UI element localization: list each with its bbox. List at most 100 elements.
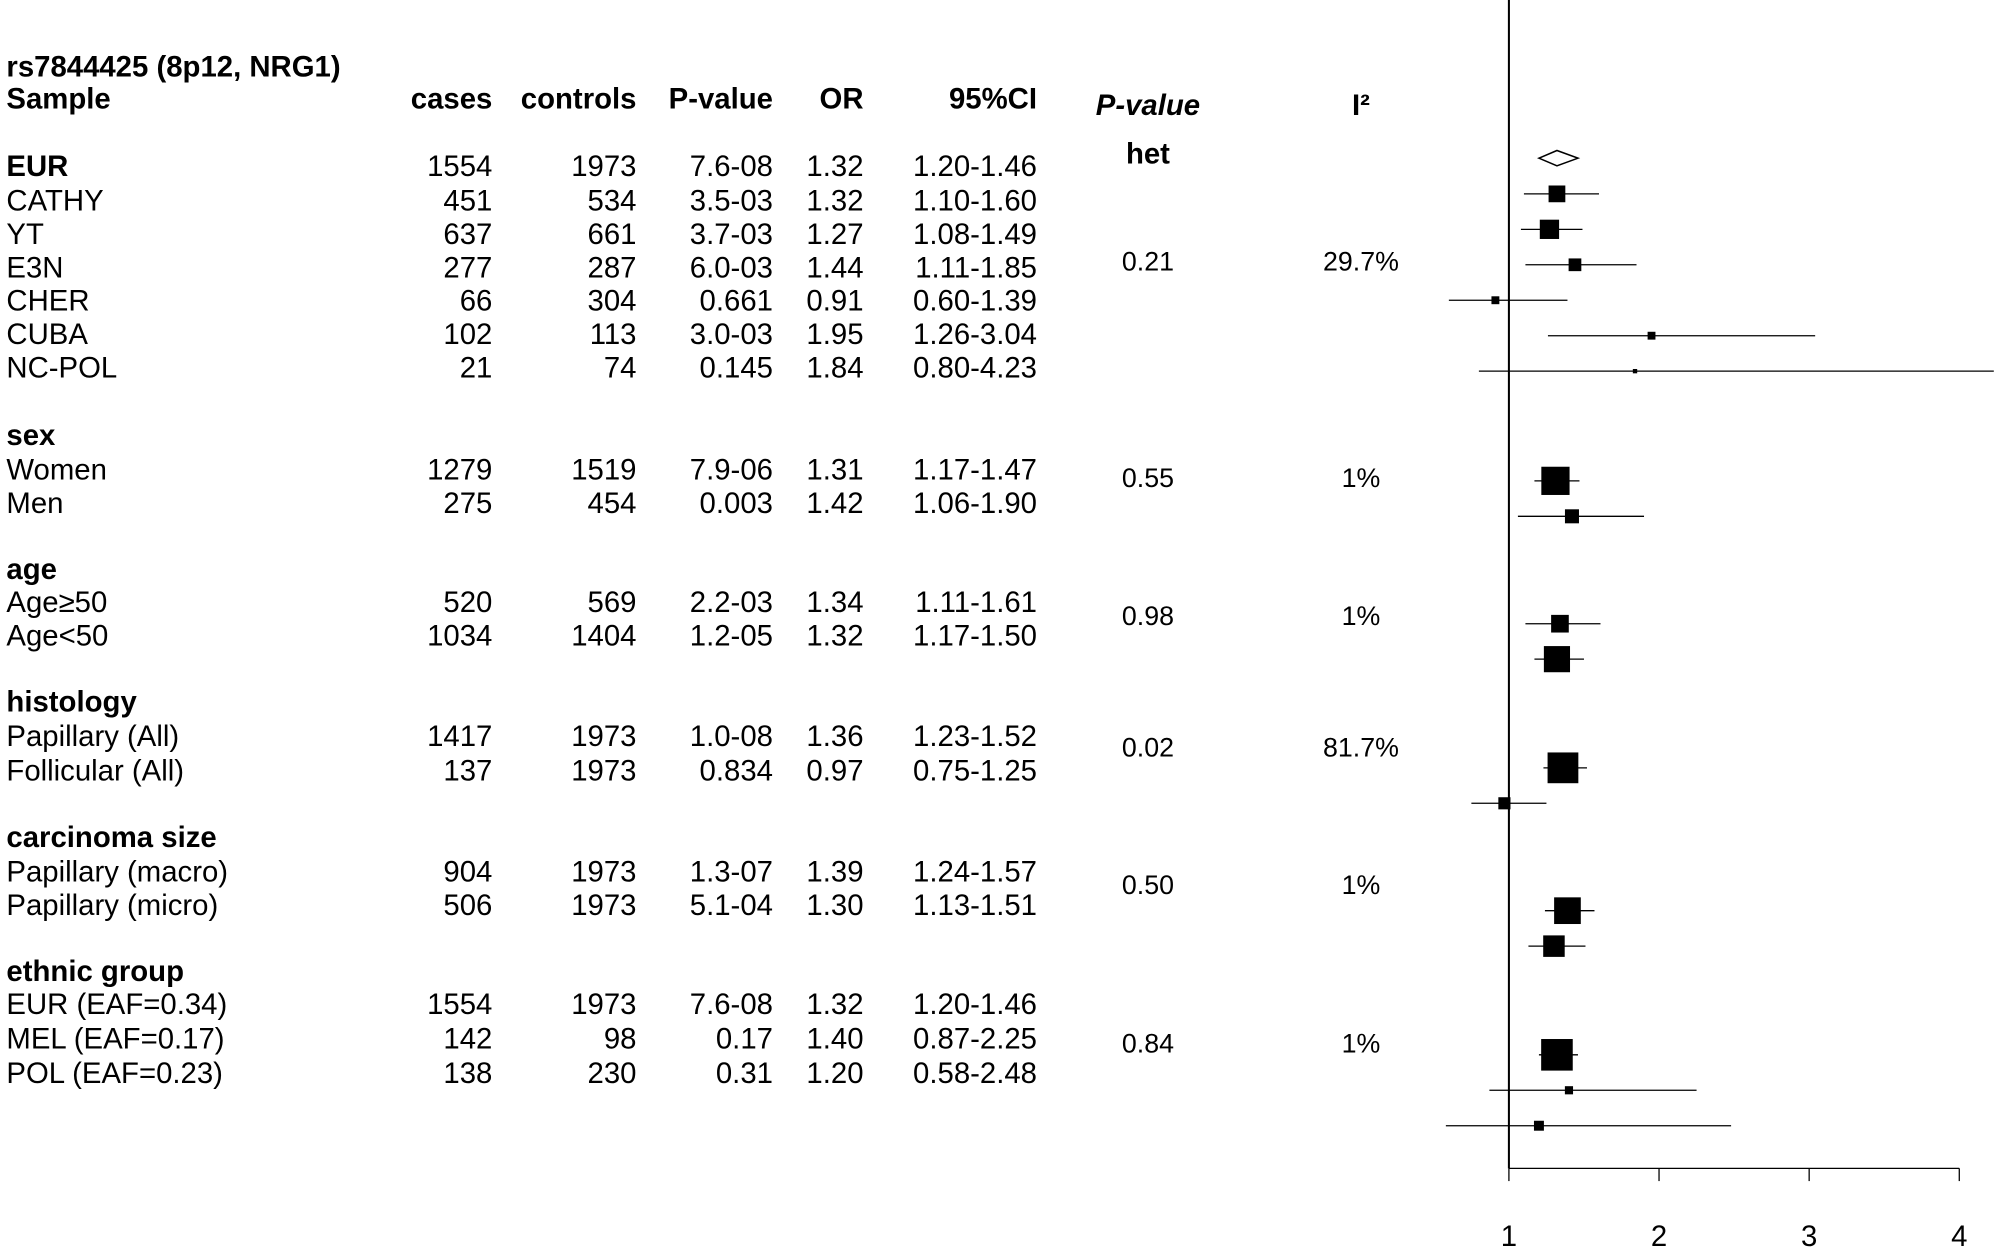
row-p: 0.145 <box>700 352 773 385</box>
row-label: YT <box>6 218 44 251</box>
x-tick-label: 1 <box>1501 1220 1517 1252</box>
row-label: Papillary (micro) <box>6 889 218 922</box>
row-label: E3N <box>6 251 63 284</box>
row-cases: 21 <box>460 352 493 385</box>
row-p: 2.2-03 <box>690 586 773 619</box>
col-header-pvalue: P-value <box>669 82 773 115</box>
row-controls: 74 <box>604 352 637 385</box>
row-cases: 277 <box>443 251 492 284</box>
point-estimate <box>1541 1039 1573 1071</box>
row-or: 1.95 <box>806 318 863 351</box>
row-or: 1.27 <box>806 218 863 251</box>
col-header-i2: I² <box>1352 89 1370 122</box>
row-ci: 1.24-1.57 <box>913 855 1037 888</box>
row-controls: 1973 <box>571 889 636 922</box>
row-cases: 451 <box>443 184 492 217</box>
row-or: 1.39 <box>806 855 863 888</box>
row-label: CUBA <box>6 318 88 351</box>
row-or: 1.34 <box>806 586 863 619</box>
row-or: 1.32 <box>806 620 863 653</box>
point-estimate <box>1554 897 1581 925</box>
row-or: 0.97 <box>806 755 863 788</box>
row-cases: 1417 <box>427 720 492 753</box>
row-ci: 1.17-1.50 <box>913 620 1037 653</box>
het-pvalue: 0.21 <box>1122 246 1174 276</box>
row-ci: 0.87-2.25 <box>913 1022 1037 1055</box>
row-ci: 1.08-1.49 <box>913 218 1037 251</box>
row-p: 1.3-07 <box>690 855 773 888</box>
i2-value: 1% <box>1342 1028 1381 1058</box>
row-ci: 1.11-1.61 <box>915 586 1037 619</box>
row-ci: 1.11-1.85 <box>915 251 1037 284</box>
row-or: 1.32 <box>806 184 863 217</box>
row-ci: 0.75-1.25 <box>913 755 1037 788</box>
row-label: Age<50 <box>6 620 108 653</box>
col-header-sample: Sample <box>6 82 110 115</box>
row-or: 1.40 <box>806 1022 863 1055</box>
point-estimate <box>1543 935 1565 957</box>
row-cases: 520 <box>443 586 492 619</box>
row-controls: 304 <box>588 285 637 318</box>
row-label: Papillary (All) <box>6 720 179 753</box>
row-label: Women <box>6 454 107 487</box>
row-controls: 534 <box>588 184 637 217</box>
row-ci: 0.58-2.48 <box>913 1057 1037 1090</box>
het-pvalue: 0.50 <box>1122 870 1174 900</box>
group-title: sex <box>6 419 56 452</box>
row-label: EUR (EAF=0.34) <box>6 988 227 1021</box>
row-or: 1.30 <box>806 889 863 922</box>
row-cases: 138 <box>443 1057 492 1090</box>
point-estimate <box>1539 219 1560 239</box>
group-title: histology <box>6 686 137 719</box>
row-cases: 1554 <box>427 988 492 1021</box>
row-or: 1.36 <box>806 720 863 753</box>
row-p: 3.7-03 <box>690 218 773 251</box>
row-ci: 1.20-1.46 <box>913 988 1037 1021</box>
row-label: CATHY <box>6 184 103 217</box>
row-p: 1.2-05 <box>690 620 773 653</box>
het-pvalue: 0.55 <box>1122 463 1174 493</box>
het-pvalue: 0.98 <box>1122 601 1174 631</box>
summary-ci: 1.20-1.46 <box>913 150 1037 183</box>
group-title: carcinoma size <box>6 821 216 854</box>
row-controls: 98 <box>604 1022 637 1055</box>
summary-diamond <box>1536 149 1581 167</box>
group-title: age <box>6 553 57 586</box>
row-or: 0.91 <box>806 285 863 318</box>
row-p: 3.0-03 <box>690 318 773 351</box>
summary-p: 7.6-08 <box>690 150 773 183</box>
row-controls: 1973 <box>571 720 636 753</box>
row-cases: 1279 <box>427 454 492 487</box>
point-estimate <box>1564 1086 1574 1095</box>
row-controls: 454 <box>588 487 637 520</box>
row-cases: 142 <box>443 1022 492 1055</box>
row-controls: 569 <box>588 586 637 619</box>
col-header-het: het <box>1126 137 1170 170</box>
row-ci: 1.10-1.60 <box>913 184 1037 217</box>
row-cases: 137 <box>443 755 492 788</box>
row-cases: 506 <box>443 889 492 922</box>
row-label: POL (EAF=0.23) <box>6 1057 223 1090</box>
row-p: 5.1-04 <box>690 889 773 922</box>
row-controls: 661 <box>588 218 637 251</box>
row-or: 1.44 <box>806 251 863 284</box>
point-estimate <box>1551 614 1569 633</box>
group-title: EUR <box>6 150 68 183</box>
row-controls: 287 <box>588 251 637 284</box>
row-cases: 66 <box>460 285 493 318</box>
point-estimate <box>1547 752 1579 784</box>
row-controls: 1973 <box>571 855 636 888</box>
row-cases: 904 <box>443 855 492 888</box>
row-controls: 230 <box>588 1057 637 1090</box>
het-pvalue: 0.02 <box>1122 732 1174 762</box>
row-cases: 1034 <box>427 620 492 653</box>
row-or: 1.31 <box>806 454 863 487</box>
row-controls: 1973 <box>571 755 636 788</box>
row-or: 1.32 <box>806 988 863 1021</box>
row-or: 1.20 <box>806 1057 863 1090</box>
row-p: 7.6-08 <box>690 988 773 1021</box>
i2-value: 1% <box>1342 601 1381 631</box>
row-controls: 1519 <box>571 454 636 487</box>
row-label: Age≥50 <box>6 586 107 619</box>
